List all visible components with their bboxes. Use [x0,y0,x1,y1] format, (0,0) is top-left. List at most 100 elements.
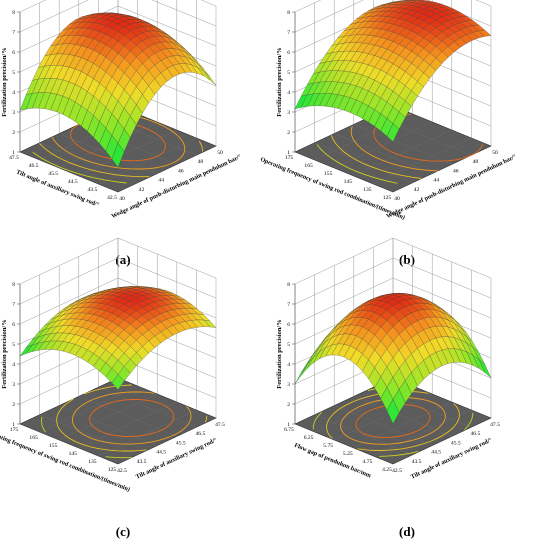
y-tick-label: 47.5 [9,155,19,161]
x-tick-label: 40 [394,196,400,202]
z-tick-label: 3 [12,382,15,388]
y-tick-label: 135 [363,187,372,193]
z-axis-title: Fertilization precision/% [1,319,8,388]
x-tick-label: 44 [433,178,439,184]
floor-gridline [59,393,158,441]
z-tick-label: 3 [12,110,15,116]
x-tick-label: 42.5 [117,468,127,474]
response-surface [19,12,217,168]
contour-lines [41,384,208,459]
z-tick-label: 5 [287,70,290,76]
floor-gridline [373,137,472,185]
z-tick-label: 6 [287,50,290,56]
contour-line [71,391,192,445]
y-tick-label: 165 [29,435,38,441]
y-tick-label: 165 [304,163,313,169]
contour-line [89,399,175,437]
surface-plot-c: 1 2 3 4 5 6 7 8 Fertilization precision/% 42.5 43.… [0,237,225,493]
z-tick-label: 7 [287,30,290,36]
response-surface [19,286,217,390]
surface-cell [111,374,125,390]
y-tick-label: 44.5 [68,179,78,185]
x-tick-label: 48 [473,159,479,165]
y-tick-label: 43.5 [88,187,98,193]
x-tick-label: 47.5 [215,422,225,428]
z-tick-label: 4 [287,362,290,368]
x-tick-label: 46.5 [196,431,206,437]
surface-cell [386,123,400,142]
floor-gridline [39,385,138,433]
z-tick-label: 7 [287,302,290,308]
surface-plot-b: 1 2 3 4 5 6 7 8 Fertilization precision/% 40 42 44 4… [259,0,518,221]
floor-gridline [98,409,197,457]
contour-line [32,151,127,184]
x-tick-label: 44.5 [431,450,441,456]
y-tick-label: 125 [108,467,117,473]
y-tick-label: 175 [285,155,294,161]
floor-gridline [353,124,452,165]
panel-label-a: (a) [115,252,131,267]
z-gridline [19,0,217,33]
z-tick-label: 8 [12,282,15,288]
z-tick-label: 5 [287,342,290,348]
x-tick-label: 42 [414,187,420,193]
y-tick-label: 5.75 [323,443,333,449]
z-tick-label: 5 [12,70,15,76]
response-surface [294,0,492,142]
z-tick-label: 7 [12,302,15,308]
surface-cell [111,142,125,168]
floor-gridline [353,401,452,449]
y-tick-label: 4.25 [382,467,392,473]
z-tick-label: 5 [12,342,15,348]
z-tick-label: 2 [287,402,290,408]
x-tick-label: 42.5 [392,468,402,474]
z-tick-label: 2 [12,130,15,136]
surface-plot-a: 1 2 3 4 5 6 7 8 Fertilization precision/% 40 42 44 4… [1,0,243,220]
x-tick-label: 47.5 [490,422,500,428]
floor-gridline [39,414,138,455]
y-tick-label: 4.75 [363,459,373,465]
panel-label-d: (d) [399,524,415,539]
x-tick-label: 43.5 [412,459,422,465]
x-tick-label: 46 [178,168,184,174]
z-tick-label: 6 [12,322,15,328]
floor-grid [39,385,197,457]
z-tick-label: 8 [287,10,290,16]
z-tick-label: 1 [12,422,15,428]
x-tick-label: 43.5 [137,459,147,465]
y-tick-label: 175 [10,427,19,433]
contour-line [330,135,422,179]
y-tick-label: 6.25 [304,435,314,441]
z-tick-label: 4 [287,90,290,96]
x-tick-label: 50 [217,150,223,156]
z-tick-label: 8 [12,10,15,16]
y-tick-label: 155 [324,171,333,177]
z-tick-label: 7 [12,30,15,36]
z-tick-label: 3 [287,382,290,388]
x-tick-label: 44 [158,178,164,184]
z-tick-label: 3 [287,110,290,116]
contour-line [56,384,208,452]
panel-label-b: (b) [399,252,415,267]
floor-gridline [334,133,433,174]
y-tick-label: 135 [88,459,97,465]
z-tick-label: 4 [12,90,15,96]
response-surface [294,293,492,425]
z-tick-label: 1 [12,150,15,156]
surface-plot-d: 1 2 3 4 5 6 7 8 Fertilization precision/% 42.5 43.… [276,237,500,481]
panel-b: 1 2 3 4 5 6 7 8 Fertilization precision/% 40 42 44 4… [259,0,545,268]
y-tick-label: 5.25 [343,451,353,457]
panel-a: 1 2 3 4 5 6 7 8 Fertilization precision/% 40 42 44 4… [0,0,270,268]
z-tick-label: 2 [12,402,15,408]
y-tick-label: 145 [69,451,78,457]
x-tick-label: 44.5 [156,450,166,456]
contour-line [41,416,132,459]
floor-gridline [59,405,158,446]
floor-gridline [334,393,433,441]
x-tick-label: 46.5 [471,431,481,437]
y-tick-label: 42.5 [107,195,117,201]
z-tick-label: 6 [12,50,15,56]
z-tick-label: 6 [287,322,290,328]
y-tick-label: 6.75 [284,427,294,433]
z-axis-title: Fertilization precision/% [1,47,8,116]
